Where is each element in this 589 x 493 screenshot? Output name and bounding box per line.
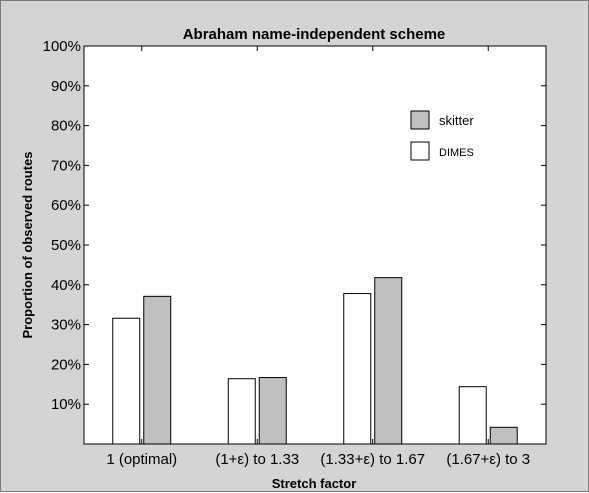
- bar-skitter-2: [374, 277, 403, 445]
- y-tick-label: 50%: [51, 237, 81, 254]
- x-axis: 1 (optimal) (1+ε) to 1.33 (1.33+ε) to 1.67…: [106, 46, 530, 468]
- legend-swatch-skitter: [410, 110, 430, 130]
- bar-dimes-3: [458, 386, 487, 445]
- bar-skitter-3: [489, 426, 518, 445]
- legend-label-dimes: DIMES: [439, 147, 474, 159]
- y-tick-label: 10%: [51, 396, 81, 413]
- y-tick-label: 80%: [51, 118, 81, 135]
- y-tick-label: 90%: [51, 78, 81, 95]
- legend-swatch-dimes: [410, 141, 430, 161]
- x-tick-label: (1.67+ε) to 3: [446, 451, 530, 468]
- x-tick-label: (1.33+ε) to 1.67: [320, 451, 425, 468]
- x-tick-label: 1 (optimal): [106, 451, 177, 468]
- y-tick-label: 40%: [51, 277, 81, 294]
- y-axis-label: Proportion of observed routes: [20, 151, 35, 338]
- x-tick-label: (1+ε) to 1.33: [215, 451, 299, 468]
- x-axis-label: Stretch factor: [272, 476, 357, 491]
- bar-skitter-1: [258, 377, 287, 445]
- legend: skitter DIMES: [410, 110, 474, 161]
- bar-dimes-0: [112, 317, 141, 445]
- bar-dimes-1: [227, 378, 256, 445]
- y-tick-label: 70%: [51, 157, 81, 174]
- y-tick-label: 100%: [43, 38, 81, 55]
- y-tick-label: 60%: [51, 197, 81, 214]
- y-tick-label: 20%: [51, 356, 81, 373]
- bar-skitter-0: [143, 295, 172, 445]
- bar-dimes-2: [343, 293, 372, 445]
- legend-label-skitter: skitter: [439, 113, 474, 128]
- y-tick-label: 30%: [51, 317, 81, 334]
- chart-title: Abraham name-independent scheme: [183, 26, 446, 43]
- bars-group: [112, 277, 518, 445]
- y-axis: 10% 20% 30% 40% 50% 60% 70% 80% 90% 100%: [43, 38, 546, 413]
